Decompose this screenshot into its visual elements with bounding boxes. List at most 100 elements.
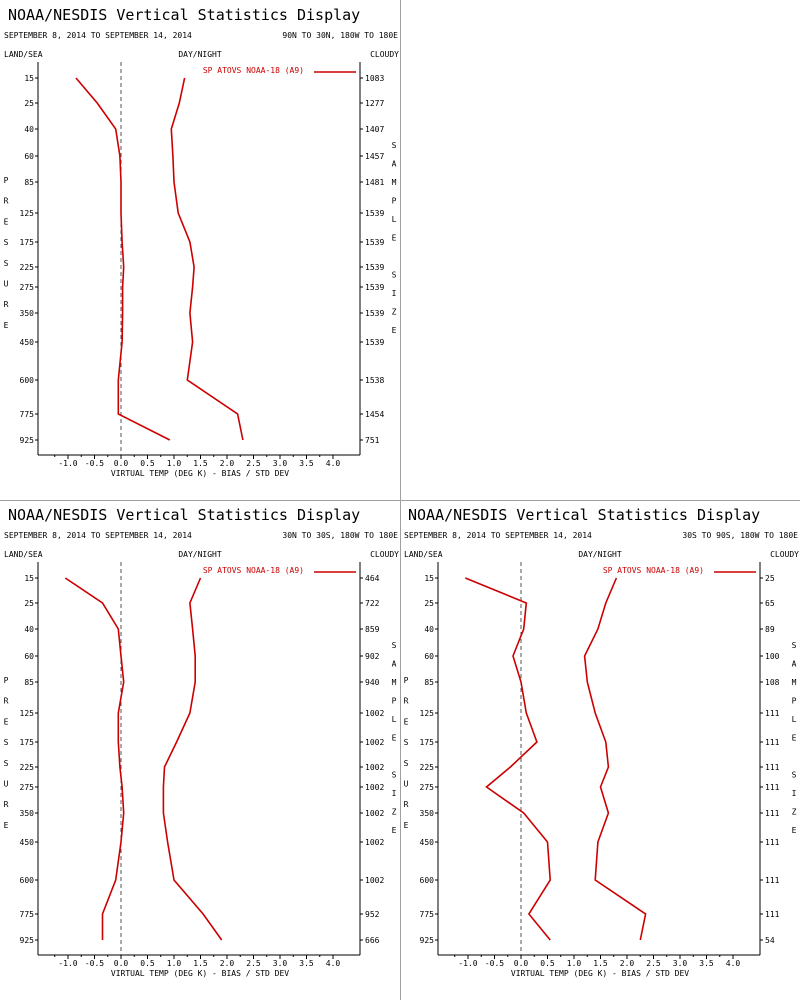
x-axis-label: VIRTUAL TEMP (DEG K) - BIAS / STD DEV (511, 969, 689, 978)
sample-size-label: 940 (365, 678, 380, 687)
chart-title: NOAA/NESDIS Vertical Statistics Display (8, 6, 360, 24)
sample-size-label: 108 (765, 678, 780, 687)
sample-size-label: 1002 (365, 838, 384, 847)
x-tick-label: 2.0 (220, 959, 235, 968)
land-sea-label: LAND/SEA (4, 550, 43, 559)
sample-size-label: 111 (765, 709, 780, 718)
day-night-label: DAY/NIGHT (578, 550, 622, 559)
pressure-axis-letter: S (404, 738, 409, 747)
sample-size-label: 1277 (365, 99, 384, 108)
pressure-level-label: 175 (20, 238, 35, 247)
pressure-axis-letter: E (404, 717, 409, 726)
pressure-axis-letter: R (4, 697, 9, 706)
panel-south: NOAA/NESDIS Vertical Statistics Display S… (400, 500, 800, 1000)
sample-size-label: 25 (765, 574, 775, 583)
sample-size-label: 1539 (365, 338, 384, 347)
sample-size-label: 1539 (365, 283, 384, 292)
sample-size-label: 1454 (365, 410, 384, 419)
sample-size-label: 952 (365, 910, 380, 919)
sample-size-label: 1002 (365, 738, 384, 747)
x-tick-label: 3.0 (273, 459, 288, 468)
x-tick-label: 0.5 (540, 959, 555, 968)
x-tick-label: 1.5 (193, 959, 208, 968)
legend-label: SP ATOVS NOAA-18 (A9) (603, 566, 704, 575)
legend-label: SP ATOVS NOAA-18 (A9) (203, 66, 304, 75)
sample-size-label: 1539 (365, 263, 384, 272)
pressure-level-label: 25 (24, 99, 34, 108)
sample-size-axis-letter: E (792, 826, 797, 835)
sample-size-label: 1539 (365, 309, 384, 318)
land-sea-label: LAND/SEA (4, 50, 43, 59)
pressure-level-label: 125 (20, 209, 35, 218)
chart-title: NOAA/NESDIS Vertical Statistics Display (8, 506, 360, 524)
sample-size-label: 1457 (365, 152, 384, 161)
pressure-level-label: 15 (424, 574, 434, 583)
x-tick-label: 2.0 (220, 459, 235, 468)
pressure-axis-letter: R (4, 300, 9, 309)
sample-size-label: 1002 (365, 809, 384, 818)
x-tick-label: 0.5 (140, 459, 155, 468)
sample-size-label: 722 (365, 599, 380, 608)
sample-size-axis-letter: L (792, 715, 797, 724)
sample-size-axis-letter: E (392, 326, 397, 335)
region-label: 30N TO 30S, 180W TO 180E (282, 531, 398, 540)
pressure-axis-letter: E (4, 717, 9, 726)
date-range: SEPTEMBER 8, 2014 TO SEPTEMBER 14, 2014 (4, 31, 192, 40)
bias-line (64, 577, 125, 940)
pressure-axis-letter: S (4, 738, 9, 747)
x-axis-label: VIRTUAL TEMP (DEG K) - BIAS / STD DEV (111, 969, 289, 978)
pressure-axis-letter: E (4, 821, 9, 830)
sample-size-label: 111 (765, 809, 780, 818)
sample-size-label: 111 (765, 838, 780, 847)
pressure-level-label: 925 (20, 936, 35, 945)
sample-size-label: 751 (365, 436, 380, 445)
sample-size-axis-letter: S (392, 641, 397, 650)
sample-size-axis-letter: E (392, 234, 397, 243)
x-tick-label: 4.0 (326, 959, 341, 968)
x-tick-label: -1.0 (458, 959, 477, 968)
sample-size-label: 666 (365, 936, 380, 945)
pressure-level-label: 350 (420, 809, 435, 818)
pressure-level-label: 600 (20, 876, 35, 885)
sample-size-axis-letter: M (392, 678, 397, 687)
pressure-level-label: 450 (20, 338, 35, 347)
pressure-level-label: 175 (20, 738, 35, 747)
x-tick-label: -0.5 (85, 959, 104, 968)
sample-size-label: 89 (765, 625, 775, 634)
sample-size-label: 1539 (365, 209, 384, 218)
pressure-axis-letter: E (404, 821, 409, 830)
pressure-axis-letter: P (4, 176, 9, 185)
pressure-level-label: 775 (20, 410, 35, 419)
sample-size-axis-letter: E (392, 826, 397, 835)
sample-size-label: 902 (365, 652, 380, 661)
pressure-axis-letter: U (4, 780, 9, 789)
sample-size-label: 1539 (365, 238, 384, 247)
sample-size-label: 111 (765, 876, 780, 885)
sample-size-label: 111 (765, 738, 780, 747)
sample-size-axis-letter: S (392, 271, 397, 280)
pressure-level-label: 225 (420, 763, 435, 772)
pressure-axis-letter: S (4, 259, 9, 268)
sample-size-axis-letter: L (392, 715, 397, 724)
horizontal-divider (0, 500, 800, 501)
sample-size-label: 1481 (365, 178, 384, 187)
pressure-axis-letter: S (404, 759, 409, 768)
pressure-level-label: 15 (24, 574, 34, 583)
x-tick-label: 0.0 (514, 959, 529, 968)
std-dev-line (162, 577, 223, 941)
sample-size-label: 1002 (365, 783, 384, 792)
x-tick-label: 1.0 (167, 459, 182, 468)
sample-size-axis-letter: Z (392, 308, 397, 317)
pressure-level-label: 350 (20, 309, 35, 318)
sample-size-axis-letter: M (392, 178, 397, 187)
pressure-level-label: 225 (20, 263, 35, 272)
pressure-level-label: 775 (20, 910, 35, 919)
pressure-level-label: 925 (20, 436, 35, 445)
pressure-level-label: 85 (24, 178, 34, 187)
x-tick-label: 0.5 (140, 959, 155, 968)
sample-size-axis-letter: M (792, 678, 797, 687)
x-tick-label: -0.5 (85, 459, 104, 468)
pressure-level-label: 175 (420, 738, 435, 747)
x-tick-label: 2.5 (246, 959, 261, 968)
pressure-level-label: 25 (24, 599, 34, 608)
